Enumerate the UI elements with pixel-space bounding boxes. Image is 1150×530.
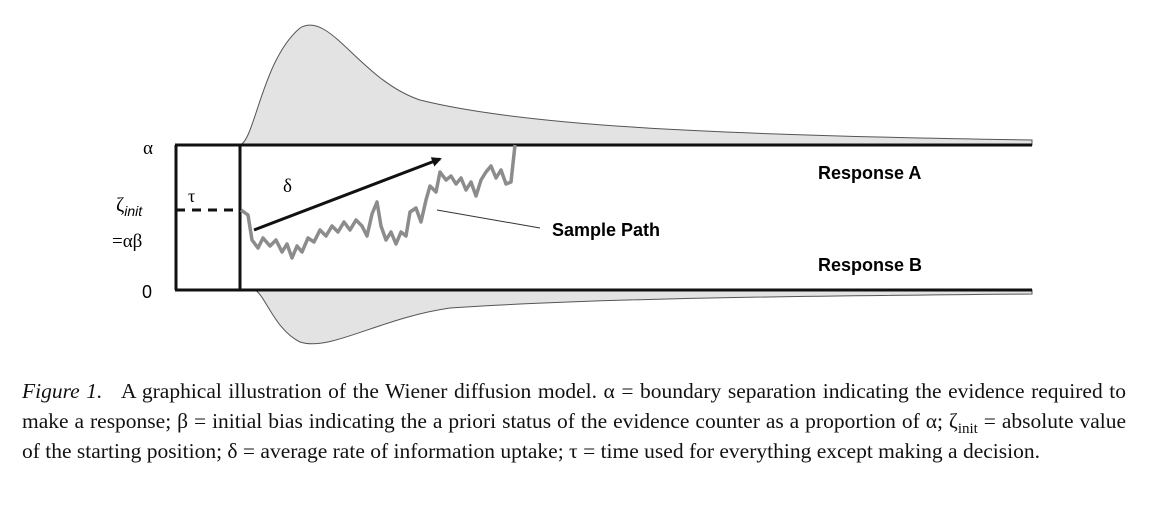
top-distribution xyxy=(239,24,1033,146)
sample-path xyxy=(239,144,517,260)
caption-text: A graphical illustration of the Wiener d… xyxy=(22,379,1127,433)
alpha-label: α xyxy=(143,138,153,159)
caption-label: Figure 1. xyxy=(22,379,103,403)
delta-label: δ xyxy=(283,176,292,197)
zeta-subscript: init xyxy=(124,203,143,219)
zeta: ζ xyxy=(116,194,124,216)
response-a-label: Response A xyxy=(818,163,921,183)
drift-arrow xyxy=(253,157,442,232)
leader-line xyxy=(436,209,541,229)
response-b-label: Response B xyxy=(818,255,922,275)
caption: Figure 1. A graphical illustration of th… xyxy=(22,376,1126,466)
caption-text: = absolute value of the starting positio… xyxy=(22,409,1127,463)
bias-label: =αβ xyxy=(112,231,142,252)
bottom-distribution xyxy=(254,289,1033,345)
sample-path-label: Sample Path xyxy=(552,220,660,240)
zero-label: 0 xyxy=(142,282,152,302)
diagram: α ζinit =αβ 0 τ δ Response A Sample Path… xyxy=(112,24,1033,345)
tau-label: τ xyxy=(188,186,195,206)
caption-subscript: init xyxy=(957,421,978,437)
zeta-label: ζinit xyxy=(116,194,143,219)
